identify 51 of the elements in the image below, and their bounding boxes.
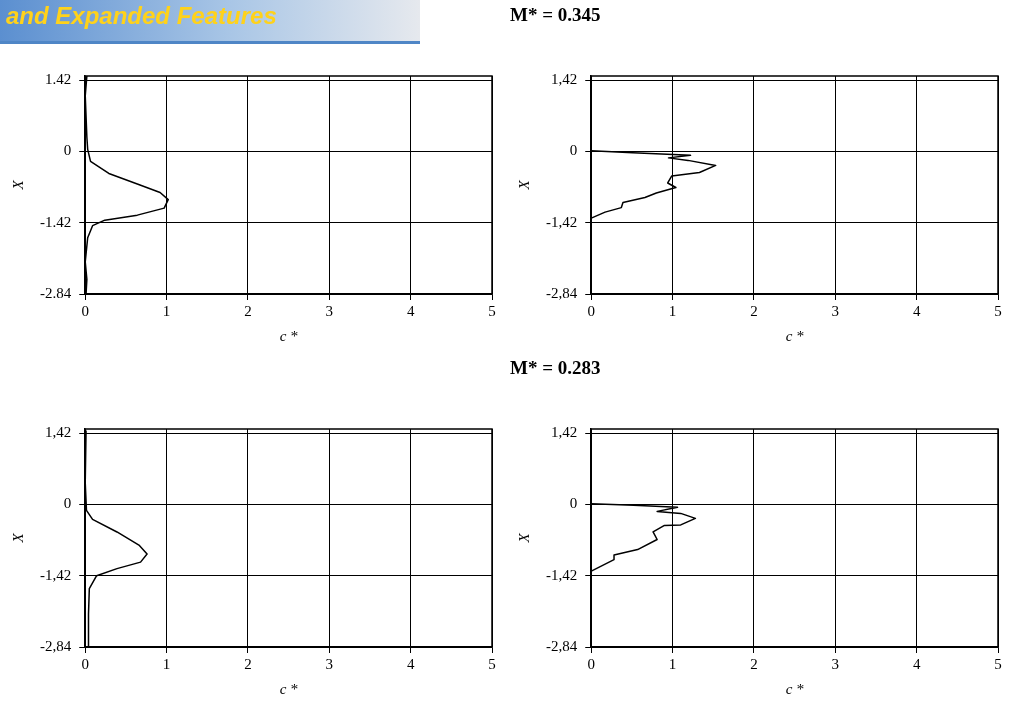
y-axis-title: X — [9, 179, 26, 191]
x-tick-label: 0 — [587, 302, 595, 319]
y-axis-title: X — [515, 532, 532, 544]
y-tick-label: 1,42 — [45, 423, 72, 440]
y-tick-label: 0 — [63, 142, 72, 159]
x-tick-label: 3 — [831, 302, 840, 319]
x-tick-label: 2 — [244, 655, 252, 672]
y-tick-label: -1,42 — [40, 566, 72, 583]
x-tick-label: 3 — [325, 302, 334, 319]
x-tick-label: 2 — [244, 302, 252, 319]
y-tick-label: -2.84 — [40, 284, 72, 301]
y-tick-label: -1,42 — [546, 213, 578, 230]
x-tick-label: 5 — [994, 655, 1002, 672]
x-axis-title: c * — [785, 680, 805, 697]
x-tick-label: 4 — [406, 302, 415, 319]
chart-title: M* = 0.283 — [510, 357, 601, 379]
y-axis-title: X — [9, 532, 26, 544]
chart-title: M* = 0.345 — [510, 4, 601, 26]
x-tick-label: 5 — [488, 302, 496, 319]
x-tick-label: 3 — [831, 655, 840, 672]
y-tick-label: 1,42 — [551, 423, 578, 440]
x-tick-label: 0 — [81, 655, 89, 672]
x-tick-label: 1 — [162, 655, 171, 672]
x-tick-label: 1 — [668, 655, 677, 672]
x-tick-label: 4 — [912, 302, 921, 319]
y-tick-label: -1,42 — [546, 566, 578, 583]
y-tick-label: 0 — [63, 495, 72, 512]
y-tick-label: -2,84 — [546, 284, 578, 301]
x-tick-label: 1 — [668, 302, 677, 319]
y-tick-label: 1.42 — [45, 70, 72, 87]
x-tick-label: 2 — [750, 655, 758, 672]
x-tick-label: 0 — [587, 655, 595, 672]
x-axis-title: c * — [279, 680, 299, 697]
y-tick-label: -2,84 — [546, 637, 578, 654]
y-tick-label: 0 — [569, 142, 578, 159]
x-tick-label: 3 — [325, 655, 334, 672]
x-tick-label: 2 — [750, 302, 758, 319]
y-axis-title: X — [515, 179, 532, 191]
x-tick-label: 1 — [162, 302, 171, 319]
x-axis-title: c * — [279, 327, 299, 344]
x-axis-title: c * — [785, 327, 805, 344]
chart-title: and Expanded Features — [0, 0, 420, 44]
y-tick-label: 1,42 — [551, 70, 578, 87]
y-tick-label: -1.42 — [40, 213, 72, 230]
y-tick-label: 0 — [569, 495, 578, 512]
y-tick-label: -2,84 — [40, 637, 72, 654]
x-tick-label: 5 — [488, 655, 496, 672]
x-tick-label: 4 — [406, 655, 415, 672]
x-tick-label: 4 — [912, 655, 921, 672]
x-tick-label: 0 — [81, 302, 89, 319]
x-tick-label: 5 — [994, 302, 1002, 319]
